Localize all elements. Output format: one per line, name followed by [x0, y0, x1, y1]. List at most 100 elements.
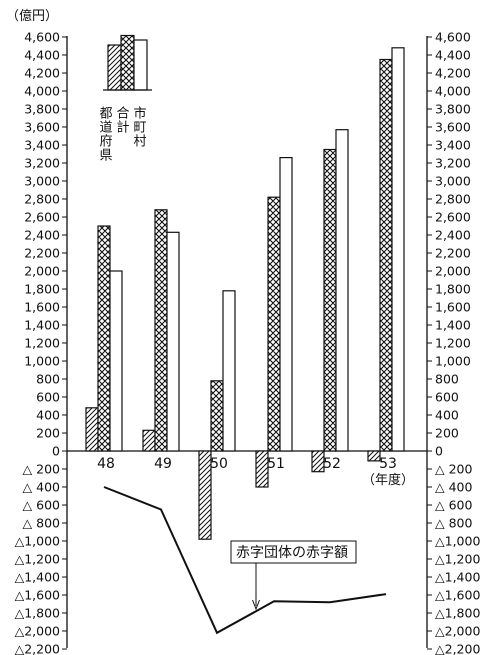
right-tick-label: 2,400: [435, 228, 471, 243]
left-tick-label: 3,400: [24, 138, 60, 153]
legend: 都道府県 合計 市町村: [97, 34, 152, 162]
left-tick-label: △1,200: [15, 552, 60, 567]
right-tick-label: 600: [435, 390, 459, 405]
right-tick-label: 3,800: [435, 102, 471, 117]
left-tick-label: 400: [36, 408, 60, 423]
left-tick-label: 3,200: [24, 156, 60, 171]
bar: [391, 47, 405, 452]
deficit-line: [103, 486, 387, 635]
bar: [222, 290, 236, 452]
right-tick-label: 1,000: [435, 354, 471, 369]
right-tick-label: △1,200: [435, 552, 480, 567]
bar: [255, 450, 269, 488]
bars: [85, 47, 405, 540]
right-tick-label: 400: [435, 408, 459, 423]
left-tick-label: 4,400: [24, 48, 60, 63]
left-tick-label: 600: [36, 390, 60, 405]
left-tick-label: 1,000: [24, 354, 60, 369]
left-tick-label: 4,200: [24, 66, 60, 81]
y-axis-ticks: 4,600 4,600 4,400 4,400 4,200 4,200 4,000 4,000…: [15, 30, 481, 655]
right-tick-label: 2,000: [435, 264, 471, 279]
y-unit-label: （億円）: [6, 8, 58, 24]
right-tick-label: 2,800: [435, 192, 471, 207]
bar: [85, 407, 99, 452]
annotation-arrowhead: [252, 599, 260, 611]
left-tick-label: △ 600: [23, 498, 60, 513]
right-tick-label: 4,400: [435, 48, 471, 63]
bar: [109, 270, 123, 452]
right-tick-label: △ 200: [435, 462, 472, 477]
left-tick-label: 1,600: [24, 300, 60, 315]
category-label: 50: [210, 456, 228, 472]
right-tick-label: 1,800: [435, 282, 471, 297]
bar: [198, 450, 212, 540]
right-tick-label: △ 400: [435, 480, 472, 495]
right-tick-label: 800: [435, 372, 459, 387]
left-tick-label: 800: [36, 372, 60, 387]
legend-label: 合計: [114, 106, 130, 134]
left-tick-label: 2,200: [24, 246, 60, 261]
right-tick-label: 3,000: [435, 174, 471, 189]
legend-swatch: [133, 39, 148, 91]
left-tick-label: △1,400: [15, 570, 60, 585]
right-tick-label: 4,600: [435, 30, 471, 45]
right-tick-label: △1,800: [435, 606, 480, 621]
bar: [267, 196, 281, 452]
left-tick-label: △ 800: [23, 516, 60, 531]
category-label: 51: [267, 456, 285, 472]
right-tick-label: 2,200: [435, 246, 471, 261]
right-tick-label: 1,200: [435, 336, 471, 351]
left-tick-label: 2,400: [24, 228, 60, 243]
bar: [379, 58, 393, 452]
x-unit-label: （年度）: [362, 472, 414, 488]
right-tick-label: △ 800: [435, 516, 472, 531]
left-tick-label: 4,000: [24, 84, 60, 99]
legend-label: 都道府県: [97, 106, 113, 162]
left-tick-label: △2,200: [15, 642, 60, 655]
right-tick-label: 3,600: [435, 120, 471, 135]
right-tick-label: △2,000: [435, 624, 480, 639]
right-tick-label: 3,400: [435, 138, 471, 153]
bar: [323, 148, 337, 452]
annotation-label: 赤字団体の赤字額: [236, 545, 348, 561]
bar: [367, 450, 381, 462]
left-tick-label: 1,400: [24, 318, 60, 333]
category-labels: 48 49 50 51 52 53: [97, 456, 397, 472]
legend-swatch: [107, 44, 122, 91]
bar: [335, 129, 349, 452]
left-tick-label: △ 200: [23, 462, 60, 477]
left-tick-label: 2,000: [24, 264, 60, 279]
category-label: 53: [379, 456, 397, 472]
bar: [311, 450, 325, 473]
right-tick-label: 1,600: [435, 300, 471, 315]
right-tick-label: △1,400: [435, 570, 480, 585]
left-tick-label: △2,000: [15, 624, 60, 639]
right-tick-label: 4,200: [435, 66, 471, 81]
left-tick-label: 200: [36, 426, 60, 441]
bar: [279, 157, 293, 452]
left-tick-label: △1,000: [15, 534, 60, 549]
right-tick-label: △2,200: [435, 642, 480, 655]
right-tick-label: △1,000: [435, 534, 480, 549]
right-tick-label: 200: [435, 426, 459, 441]
left-tick-label: 2,600: [24, 210, 60, 225]
left-tick-label: 3,000: [24, 174, 60, 189]
left-tick-label: 0: [52, 444, 60, 459]
left-tick-label: 3,600: [24, 120, 60, 135]
left-tick-label: 3,800: [24, 102, 60, 117]
right-tick-label: 0: [435, 444, 443, 459]
category-label: 48: [97, 456, 115, 472]
category-label: 49: [154, 456, 172, 472]
deficit-line-group: [103, 486, 387, 635]
bar: [154, 209, 168, 452]
legend-swatch: [120, 34, 135, 91]
right-tick-label: 4,000: [435, 84, 471, 99]
left-tick-label: 4,600: [24, 30, 60, 45]
left-tick-label: 2,800: [24, 192, 60, 207]
legend-label: 市町村: [131, 105, 147, 148]
left-tick-label: △ 400: [23, 480, 60, 495]
bar: [210, 380, 224, 452]
left-tick-label: 1,200: [24, 336, 60, 351]
left-tick-label: 1,800: [24, 282, 60, 297]
right-tick-label: 3,200: [435, 156, 471, 171]
